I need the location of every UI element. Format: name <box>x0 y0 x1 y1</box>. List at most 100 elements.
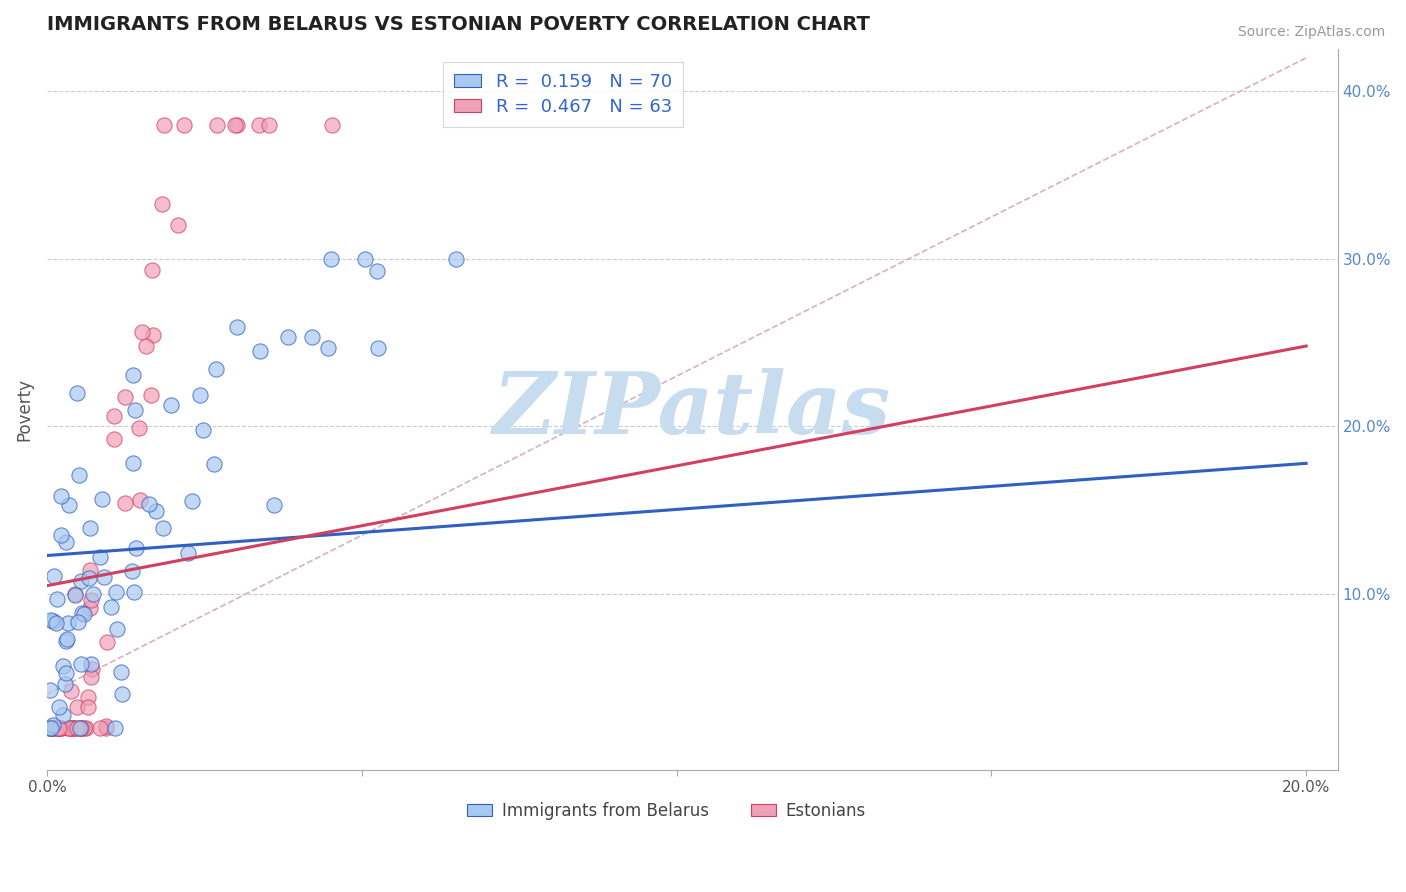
Point <box>110 665 132 680</box>
Point <box>129 492 152 507</box>
Point <box>51 721 73 735</box>
Point <box>225 320 247 334</box>
Point <box>122 368 145 383</box>
Point <box>58 721 80 735</box>
Point <box>70 606 93 620</box>
Point <box>66 721 89 735</box>
Point <box>173 118 195 132</box>
Point <box>38 721 60 735</box>
Point <box>124 403 146 417</box>
Point <box>41 613 63 627</box>
Point <box>70 721 93 735</box>
Point <box>73 607 96 621</box>
Point <box>41 721 63 735</box>
Point <box>48 721 70 735</box>
Point <box>67 468 90 483</box>
Point <box>204 362 226 376</box>
Point <box>63 587 86 601</box>
Point <box>103 432 125 446</box>
Point <box>152 521 174 535</box>
Point <box>44 569 66 583</box>
Point <box>79 521 101 535</box>
Point <box>63 588 86 602</box>
Point <box>125 541 148 555</box>
Point <box>66 700 89 714</box>
Point <box>122 585 145 599</box>
Point <box>48 721 70 735</box>
Point <box>316 341 339 355</box>
Point <box>70 574 93 589</box>
Point <box>46 721 69 735</box>
Point <box>69 721 91 735</box>
Point <box>135 339 157 353</box>
Point <box>225 118 247 132</box>
Point <box>51 528 73 542</box>
Point <box>205 118 228 132</box>
Point <box>73 721 96 735</box>
Point <box>96 635 118 649</box>
Point <box>89 550 111 565</box>
Point <box>55 665 77 680</box>
Point <box>77 690 100 705</box>
Point <box>188 387 211 401</box>
Point <box>60 684 83 698</box>
Point <box>181 494 204 508</box>
Point <box>96 719 118 733</box>
Point <box>247 118 270 132</box>
Point <box>67 615 90 629</box>
Point <box>79 600 101 615</box>
Point <box>105 585 128 599</box>
Point <box>152 197 174 211</box>
Point <box>49 489 72 503</box>
Point <box>166 218 188 232</box>
Point <box>60 721 83 735</box>
Point <box>56 616 79 631</box>
Point <box>114 390 136 404</box>
Point <box>82 662 104 676</box>
Point <box>62 721 84 735</box>
Point <box>224 118 246 132</box>
Point <box>38 721 60 735</box>
Point <box>131 325 153 339</box>
Point <box>39 721 62 735</box>
Legend: Immigrants from Belarus, Estonians: Immigrants from Belarus, Estonians <box>460 795 873 827</box>
Point <box>160 398 183 412</box>
Point <box>46 721 69 735</box>
Point <box>45 616 67 631</box>
Point <box>53 676 76 690</box>
Y-axis label: Poverty: Poverty <box>15 378 32 442</box>
Point <box>110 687 132 701</box>
Point <box>41 614 63 628</box>
Point <box>44 721 66 735</box>
Point <box>138 497 160 511</box>
Point <box>177 546 200 560</box>
Point <box>94 721 117 735</box>
Point <box>367 342 389 356</box>
Point <box>89 721 111 735</box>
Point <box>145 504 167 518</box>
Point <box>142 327 165 342</box>
Point <box>105 622 128 636</box>
Point <box>82 587 104 601</box>
Point <box>66 386 89 401</box>
Point <box>153 118 176 132</box>
Point <box>58 498 80 512</box>
Point <box>114 496 136 510</box>
Point <box>39 721 62 735</box>
Point <box>249 344 271 359</box>
Point <box>75 721 97 735</box>
Point <box>202 458 225 472</box>
Point <box>139 388 162 402</box>
Point <box>103 409 125 423</box>
Point <box>39 721 62 735</box>
Point <box>80 593 103 607</box>
Text: IMMIGRANTS FROM BELARUS VS ESTONIAN POVERTY CORRELATION CHART: IMMIGRANTS FROM BELARUS VS ESTONIAN POVE… <box>46 15 870 34</box>
Point <box>63 721 86 735</box>
Point <box>52 708 75 723</box>
Point <box>77 571 100 585</box>
Point <box>366 264 388 278</box>
Point <box>42 717 65 731</box>
Point <box>49 721 72 735</box>
Point <box>41 721 63 735</box>
Point <box>52 659 75 673</box>
